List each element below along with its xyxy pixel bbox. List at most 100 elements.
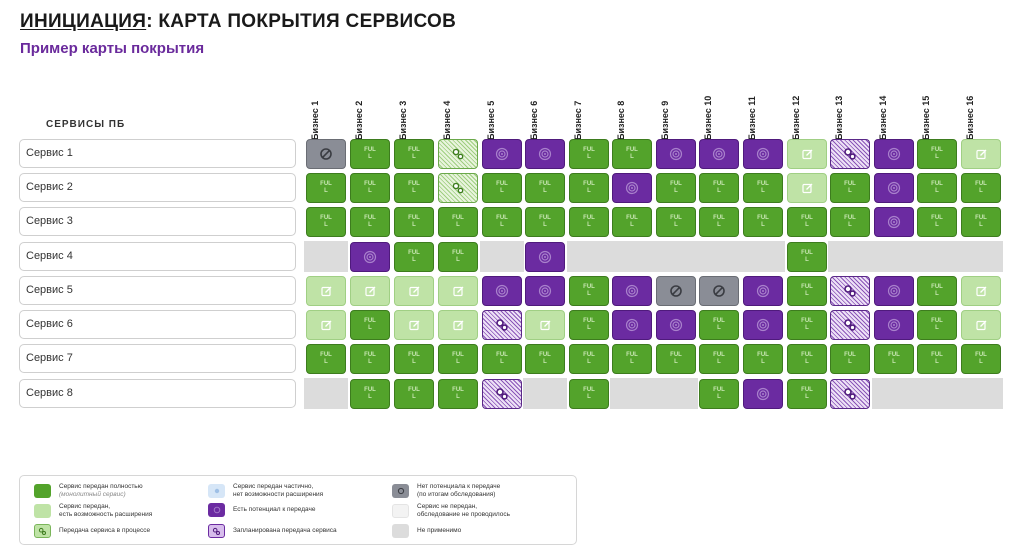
coverage-cell-planned: [830, 379, 870, 409]
coverage-cell-full: FUL L: [743, 207, 783, 237]
service-row-label: Сервис 2: [19, 173, 296, 202]
coverage-cell-na: [654, 241, 698, 272]
full-mark: FUL L: [757, 352, 769, 365]
coverage-cell-inproc: [438, 173, 478, 203]
legend-note: (монолитный сервис): [59, 490, 126, 498]
full-mark: FUL L: [713, 318, 725, 331]
full-mark: FUL L: [801, 387, 813, 400]
coverage-cell-full: FUL L: [961, 344, 1001, 374]
full-mark: FUL L: [757, 215, 769, 228]
business-column-label: Бизнес 5: [486, 100, 496, 140]
full-mark: FUL L: [844, 181, 856, 194]
target-icon: [625, 284, 639, 298]
full-mark: FUL L: [583, 352, 595, 365]
full-mark: FUL L: [801, 250, 813, 263]
coverage-cell-partial: [961, 139, 1001, 169]
business-column-label: Бизнес 1: [310, 100, 320, 140]
coverage-cell-full: FUL L: [612, 139, 652, 169]
gears-icon: [844, 148, 856, 160]
full-mark: FUL L: [364, 318, 376, 331]
page-title-rest: : КАРТА ПОКРЫТИЯ СЕРВИСОВ: [146, 11, 457, 32]
legend-item: Сервис передан, есть возможность расширен…: [34, 503, 152, 518]
coverage-cell-na: [872, 241, 916, 272]
coverage-cell-potential: [743, 379, 783, 409]
full-mark: FUL L: [583, 387, 595, 400]
full-mark: FUL L: [452, 215, 464, 228]
full-mark: FUL L: [975, 352, 987, 365]
prohibited-icon: [320, 148, 332, 160]
legend-item: Есть потенциал к передаче: [208, 503, 316, 517]
gears-icon: [496, 319, 508, 331]
full-mark: FUL L: [408, 147, 420, 160]
business-column-header: Бизнес 6: [525, 82, 545, 140]
legend-label: Сервис передан, есть возможность расширен…: [59, 503, 153, 518]
coverage-cell-partial: [350, 276, 390, 306]
service-row-label: Сервис 5: [19, 276, 296, 305]
coverage-cell-full: FUL L: [699, 344, 739, 374]
gears-icon: [452, 148, 464, 160]
coverage-cell-full: FUL L: [569, 139, 609, 169]
coverage-cell-full: FUL L: [438, 207, 478, 237]
business-column-header: Бизнес 5: [482, 82, 502, 140]
coverage-cell-full: FUL L: [612, 207, 652, 237]
target-icon: [887, 284, 901, 298]
coverage-cell-full: FUL L: [656, 207, 696, 237]
coverage-cell-potential: [743, 310, 783, 340]
legend-item: Запланирована передача сервиса: [208, 524, 337, 538]
coverage-cell-na: [915, 378, 959, 409]
service-row-label: Сервис 1: [19, 139, 296, 168]
full-mark: FUL L: [757, 181, 769, 194]
coverage-cell-na: [480, 241, 524, 272]
coverage-cell-full: FUL L: [350, 173, 390, 203]
legend-swatch: [392, 503, 409, 518]
legend-item: Сервис передан полностью (монолитный серв…: [34, 483, 143, 498]
business-column-label: Бизнес 9: [660, 100, 670, 140]
edit-icon: [975, 286, 986, 296]
target-icon: [625, 318, 639, 332]
coverage-cell-full: FUL L: [961, 173, 1001, 203]
coverage-cell-full: FUL L: [350, 379, 390, 409]
edit-icon: [408, 286, 419, 296]
target-icon: [669, 318, 683, 332]
coverage-cell-full: FUL L: [699, 310, 739, 340]
business-column-header: Бизнес 16: [961, 82, 981, 140]
full-mark: FUL L: [801, 284, 813, 297]
legend-item: Сервис передан частично, нет возможности …: [208, 483, 323, 498]
business-column-label: Бизнес 13: [834, 95, 844, 140]
full-mark: FUL L: [364, 352, 376, 365]
coverage-cell-full: FUL L: [438, 379, 478, 409]
full-mark: FUL L: [713, 387, 725, 400]
coverage-cell-full: FUL L: [438, 242, 478, 272]
coverage-cell-nopot: [699, 276, 739, 306]
legend-label: Нет потенциала к передаче (по итогам обсл…: [417, 483, 501, 498]
full-mark: FUL L: [452, 387, 464, 400]
target-icon: [213, 506, 220, 514]
edit-icon: [801, 149, 812, 159]
business-column-label: Бизнес 11: [747, 96, 757, 140]
business-column-header: Бизнес 12: [787, 82, 807, 140]
business-column-label: Бизнес 4: [442, 100, 452, 140]
coverage-cell-partial: [961, 310, 1001, 340]
prohibited-icon: [670, 285, 682, 297]
full-mark: FUL L: [670, 352, 682, 365]
edit-icon: [320, 320, 331, 330]
coverage-cell-na: [523, 378, 567, 409]
coverage-cell-na: [872, 378, 916, 409]
coverage-cell-na: [654, 378, 698, 409]
full-mark: FUL L: [583, 284, 595, 297]
coverage-cell-na: [828, 241, 872, 272]
coverage-cell-full: FUL L: [787, 379, 827, 409]
coverage-cell-partial: [394, 310, 434, 340]
coverage-cell-full: FUL L: [350, 139, 390, 169]
coverage-cell-full: FUL L: [830, 207, 870, 237]
coverage-cell-full: FUL L: [612, 344, 652, 374]
page-subtitle: Пример карты покрытия: [20, 40, 205, 57]
coverage-cell-full: FUL L: [306, 207, 346, 237]
legend-label: Запланирована передача сервиса: [233, 527, 337, 535]
full-mark: FUL L: [626, 352, 638, 365]
gears-icon: [844, 285, 856, 297]
coverage-cell-full: FUL L: [350, 207, 390, 237]
full-mark: FUL L: [801, 215, 813, 228]
coverage-cell-potential: [874, 139, 914, 169]
coverage-cell-full: FUL L: [699, 379, 739, 409]
